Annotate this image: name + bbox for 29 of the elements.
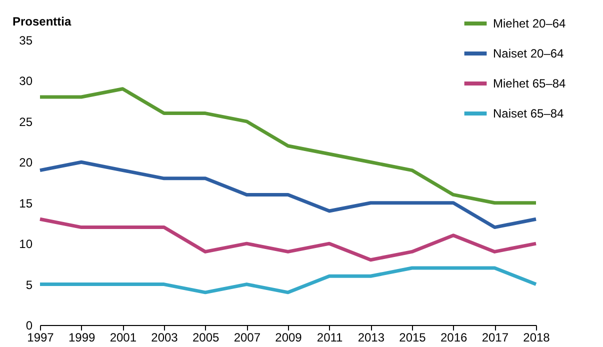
x-tick-label: 1999 (68, 330, 96, 344)
legend-label: Naiset 65–84 (493, 106, 564, 120)
legend-label: Miehet 20–64 (493, 16, 566, 30)
line-series (38, 266, 538, 294)
x-tick-label: 2018 (523, 330, 550, 344)
legend-label: Naiset 20–64 (493, 46, 564, 60)
x-tick-label: 2015 (399, 330, 426, 344)
x-tick-label: 2009 (275, 330, 302, 344)
y-tick-label: 35 (19, 34, 33, 48)
x-tick-label: 2007 (234, 330, 261, 344)
y-tick-label: 30 (19, 74, 33, 88)
y-tick-label: 5 (26, 278, 33, 292)
y-tick-label: 0 (26, 318, 33, 332)
line-series (38, 160, 538, 230)
x-tick-label: 1997 (27, 330, 54, 344)
x-tick-label: 2013 (358, 330, 385, 344)
y-tick-label: 15 (19, 196, 33, 210)
y-tick-label: 20 (19, 156, 33, 170)
y-axis-title: Prosenttia (12, 14, 72, 28)
x-tick-label: 2003 (151, 330, 178, 344)
x-tick-label: 2001 (110, 330, 137, 344)
x-tick-label: 2017 (482, 330, 509, 344)
line-series (38, 217, 538, 262)
x-tick-label: 2016 (440, 330, 468, 344)
legend-label: Miehet 65–84 (493, 76, 566, 90)
x-tick-label: 2011 (316, 330, 344, 344)
y-tick-label: 10 (19, 237, 33, 252)
y-tick-label: 25 (19, 114, 33, 129)
x-tick-label: 2005 (192, 330, 220, 344)
